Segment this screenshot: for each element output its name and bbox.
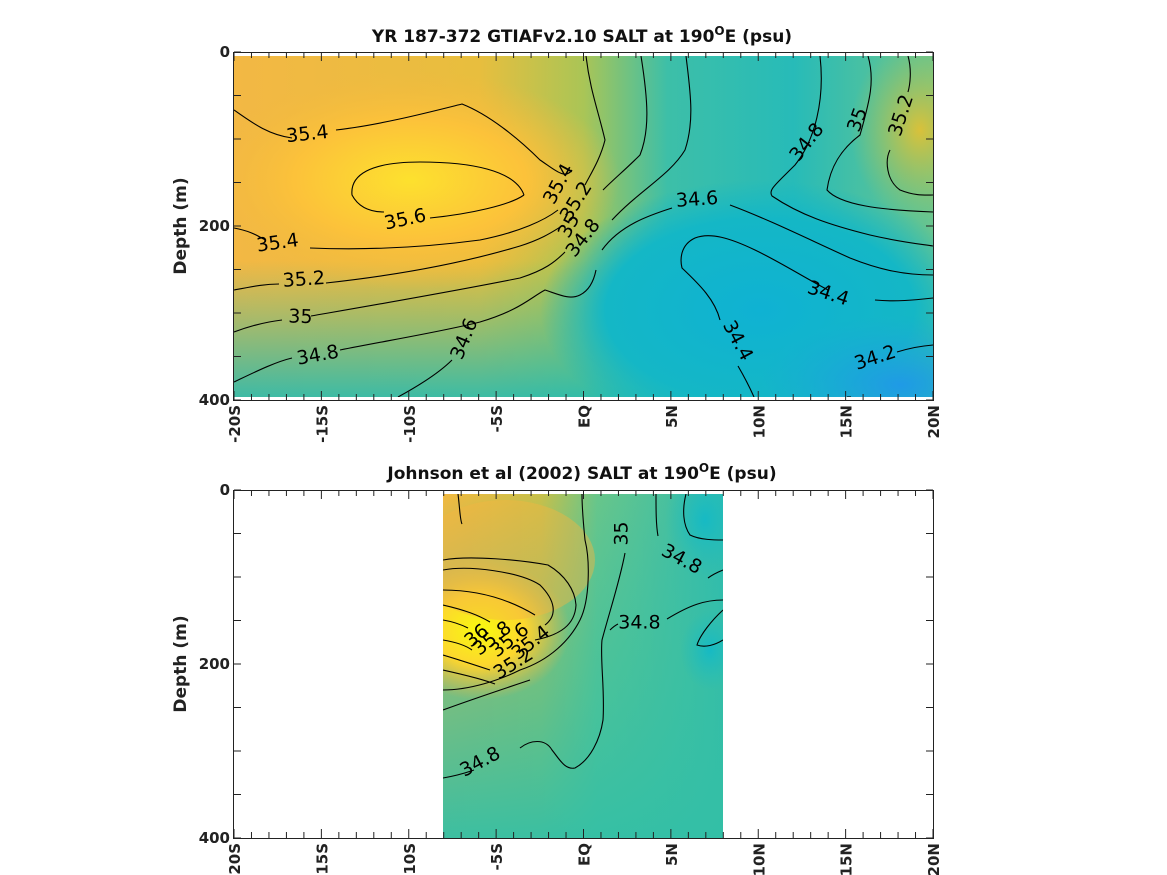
x-tick-label: -15S [313,843,331,875]
x-tick-label: -5S [488,405,506,432]
panel-bottom-xticklabels: -20S -15S -10S -5S EQ 5N 10N 15N 20N [226,843,943,875]
y-tick-label: 400 [199,391,230,409]
panel-top-contours [234,56,933,397]
x-tick-label: 10N [750,843,768,875]
panel-top-yticklabels: 0 200 400 [199,43,230,409]
y-tick-label: 200 [199,217,230,235]
panel-bottom-field [443,494,723,838]
x-tick-label: -10S [401,405,419,443]
panel-bottom-yticklabels: 0 200 400 [199,481,230,847]
panel-bottom: Johnson et al (2002) SALT at 190OE (psu) [171,461,943,875]
panel-top-field [234,56,933,397]
x-tick-label: EQ [576,405,594,428]
panel-bottom-ylabel: Depth (m) [171,615,191,712]
panel-top-ylabel: Depth (m) [171,177,191,274]
panel-top-xticklabels: -20S -15S -10S -5S EQ 5N 10N 15N 20N [226,405,943,443]
y-tick-label: 0 [220,43,230,61]
x-tick-label: 5N [663,405,681,428]
panel-top-title: YR 187-372 GTIAFv2.10 SALT at 190OE (psu… [371,24,792,47]
panel-top: YR 187-372 GTIAFv2.10 SALT at 190OE (psu… [171,24,943,443]
y-tick-label: 400 [199,829,230,847]
y-tick-label: 200 [199,655,230,673]
x-tick-label: -15S [313,405,331,443]
x-tick-label: -10S [401,843,419,875]
contour-label: 34.6 [675,187,719,212]
panel-top-ticks [233,51,934,401]
contour-label: 35.2 [282,267,326,292]
y-tick-label: 0 [220,481,230,499]
x-tick-label: 10N [750,405,768,438]
contour-label: 35 [610,521,632,545]
x-tick-label: 20N [925,405,943,438]
contour-label: 34.8 [618,612,660,634]
panel-bottom-ticks [233,489,934,839]
panel-bottom-contours [443,494,723,779]
x-tick-label: EQ [576,843,594,866]
x-tick-label: -20S [226,405,244,443]
contour-label: 35.4 [285,121,329,147]
x-tick-label: -5S [488,843,506,870]
x-tick-label: 5N [663,843,681,866]
x-tick-label: 20N [925,843,943,875]
x-tick-label: -20S [226,843,244,875]
x-tick-label: 15N [838,843,856,875]
panel-bottom-title: Johnson et al (2002) SALT at 190OE (psu) [386,461,776,484]
x-tick-label: 15N [838,405,856,438]
contour-label: 35 [288,305,313,328]
